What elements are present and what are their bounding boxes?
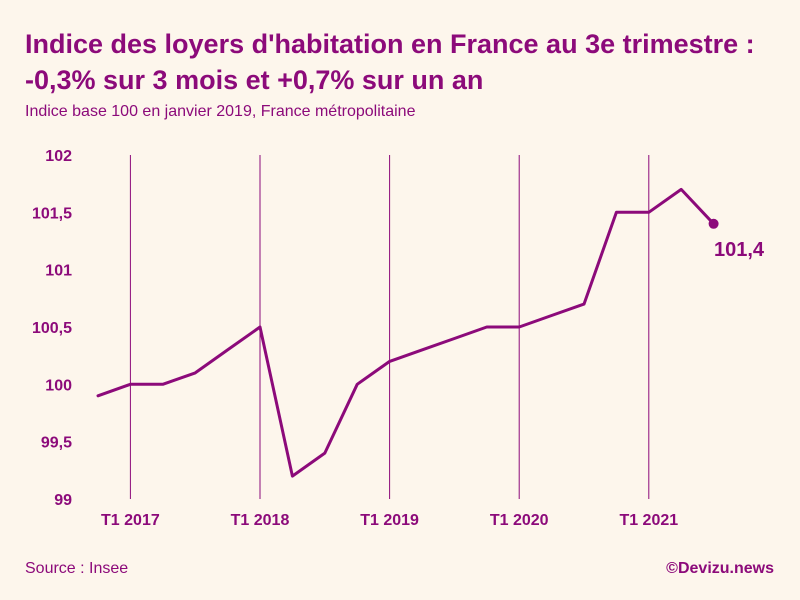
source-note: Source : Insee — [25, 560, 129, 577]
series-line — [96, 187, 716, 478]
y-tick-label: 99,5 — [41, 435, 72, 452]
chart-subtitle: Indice base 100 en janvier 2019, France … — [25, 103, 416, 120]
y-tick-label: 101,5 — [32, 205, 72, 222]
y-tick-label: 101 — [45, 263, 72, 280]
x-tick-label: T1 2017 — [101, 512, 160, 529]
end-point-marker — [708, 218, 719, 229]
x-tick-label: T1 2021 — [619, 512, 678, 529]
credit-link[interactable]: ©Devizu.news — [666, 560, 774, 577]
chart-title: Indice des loyers d'habitation en France… — [25, 29, 755, 95]
y-tick-label: 100 — [45, 377, 72, 394]
y-tick-label: 102 — [45, 148, 72, 165]
end-value-label: 101,4 — [714, 239, 765, 261]
x-tick-label: T1 2018 — [231, 512, 290, 529]
y-tick-label: 99 — [54, 492, 72, 509]
x-tick-label: T1 2019 — [360, 512, 419, 529]
x-tick-label: T1 2020 — [490, 512, 549, 529]
y-tick-label: 100,5 — [32, 320, 72, 337]
